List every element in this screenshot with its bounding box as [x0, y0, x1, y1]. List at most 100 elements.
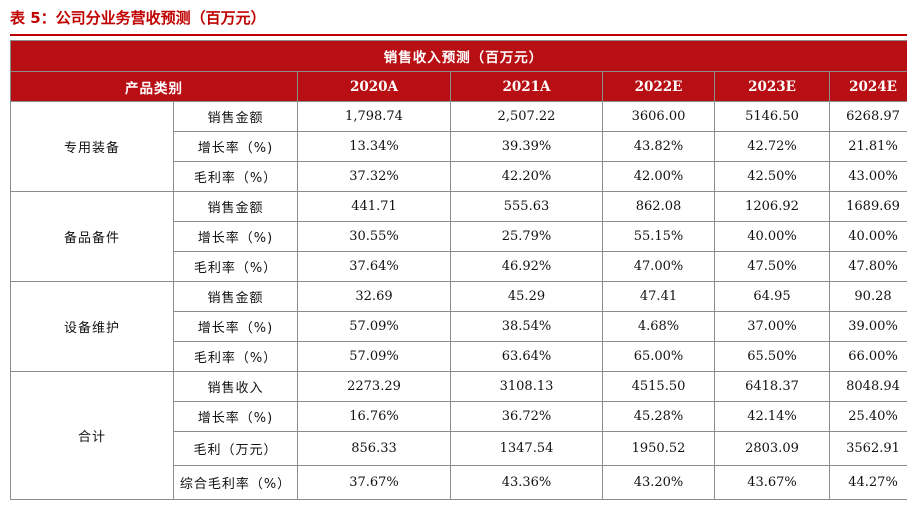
- value-cell: 63.64%: [450, 341, 603, 372]
- value-cell: 43.36%: [450, 465, 603, 500]
- table-row: 专用装备 销售金额 1,798.74 2,507.22 3606.00 5146.50 62…: [10, 101, 907, 192]
- value-cell: 65.00%: [602, 341, 715, 372]
- value-cell: 1950.52: [602, 431, 715, 466]
- value-cell: 43.00%: [828, 161, 907, 192]
- value-cell: 44.27%: [828, 465, 907, 500]
- value-cell: 37.67%: [297, 465, 451, 500]
- segment-name: 备品备件: [10, 191, 174, 282]
- metric-label: 销售金额: [173, 281, 298, 312]
- value-cell: 6418.37: [714, 371, 830, 402]
- value-cell: 43.67%: [714, 465, 830, 500]
- metric-label: 毛利（万元）: [173, 431, 298, 466]
- value-cell: 1206.92: [714, 191, 830, 222]
- value-cell: 57.09%: [297, 311, 451, 342]
- metric-label: 增长率（%): [173, 131, 298, 162]
- value-cell: 45.29: [450, 281, 603, 312]
- value-cell: 65.50%: [714, 341, 830, 372]
- value-cell: 1347.54: [450, 431, 603, 466]
- column-header-row: 产品类别 2020A 2021A 2022E 2023E 2024E: [10, 71, 907, 102]
- category-header: 产品类别: [10, 71, 298, 102]
- value-cell: 39.00%: [828, 311, 907, 342]
- value-cell: 3606.00: [602, 101, 715, 132]
- metric-label: 毛利率（%）: [173, 341, 298, 372]
- table-row: 毛利率（%） 57.09% 63.64% 65.00% 65.50% 66.00%: [11, 341, 907, 372]
- year-header: 2020A: [297, 71, 451, 102]
- year-header: 2021A: [450, 71, 603, 102]
- value-cell: 2,507.22: [450, 101, 603, 132]
- value-cell: 21.81%: [828, 131, 907, 162]
- table-row: 备品备件 销售金额 441.71 555.63 862.08 1206.92 1689.69: [10, 191, 907, 282]
- value-cell: 32.69: [297, 281, 451, 312]
- table-row: 毛利率（%） 37.32% 42.20% 42.00% 42.50% 43.00%: [11, 161, 907, 192]
- value-cell: 38.54%: [450, 311, 603, 342]
- value-cell: 1689.69: [828, 191, 907, 222]
- value-cell: 43.20%: [602, 465, 715, 500]
- value-cell: 25.79%: [450, 221, 603, 252]
- metric-label: 增长率（%): [173, 401, 298, 432]
- value-cell: 4.68%: [602, 311, 715, 342]
- value-cell: 856.33: [297, 431, 451, 466]
- table-caption: 表 5：公司分业务营收预测（百万元）: [10, 9, 266, 27]
- table-row: 增长率（%) 13.34% 39.39% 43.82% 42.72% 21.81%: [11, 131, 907, 162]
- value-cell: 39.39%: [450, 131, 603, 162]
- value-cell: 1,798.74: [297, 101, 451, 132]
- value-cell: 37.64%: [297, 251, 451, 282]
- segment-name: 设备维护: [10, 281, 174, 372]
- metric-label: 毛利率（%）: [173, 251, 298, 282]
- value-cell: 47.00%: [602, 251, 715, 282]
- value-cell: 6268.97: [828, 101, 907, 132]
- value-cell: 37.32%: [297, 161, 451, 192]
- value-cell: 40.00%: [714, 221, 830, 252]
- value-cell: 555.63: [450, 191, 603, 222]
- value-cell: 25.40%: [828, 401, 907, 432]
- metric-label: 综合毛利率（%）: [173, 465, 298, 500]
- value-cell: 3562.91: [828, 431, 907, 466]
- segment-name: 合计: [10, 371, 174, 500]
- value-cell: 46.92%: [450, 251, 603, 282]
- segment-name: 专用装备: [10, 101, 174, 192]
- value-cell: 3108.13: [450, 371, 603, 402]
- forecast-table: 销售收入预测（百万元） 产品类别 2020A 2021A 2022E 2023E 2024E…: [9, 40, 907, 500]
- metric-label: 增长率（%): [173, 221, 298, 252]
- table-row: 设备维护 销售金额 32.69 45.29 47.41 64.95 90.28: [10, 281, 907, 372]
- value-cell: 30.55%: [297, 221, 451, 252]
- value-cell: 42.00%: [602, 161, 715, 192]
- table-row: 毛利（万元） 856.33 1347.54 1950.52 2803.09 3562.91: [11, 431, 907, 466]
- value-cell: 5146.50: [714, 101, 830, 132]
- value-cell: 2273.29: [297, 371, 451, 402]
- metric-label: 毛利率（%）: [173, 161, 298, 192]
- value-cell: 40.00%: [828, 221, 907, 252]
- value-cell: 37.00%: [714, 311, 830, 342]
- year-header: 2024E: [828, 71, 907, 102]
- value-cell: 42.72%: [714, 131, 830, 162]
- value-cell: 45.28%: [602, 401, 715, 432]
- value-cell: 42.50%: [714, 161, 830, 192]
- year-header: 2023E: [714, 71, 830, 102]
- value-cell: 47.41: [602, 281, 715, 312]
- table-title-row: 销售收入预测（百万元）: [9, 40, 907, 72]
- caption-rule: [10, 34, 907, 36]
- value-cell: 47.80%: [828, 251, 907, 282]
- value-cell: 90.28: [828, 281, 907, 312]
- year-header: 2022E: [602, 71, 715, 102]
- value-cell: 43.82%: [602, 131, 715, 162]
- value-cell: 13.34%: [297, 131, 451, 162]
- metric-label: 销售收入: [173, 371, 298, 402]
- value-cell: 57.09%: [297, 341, 451, 372]
- value-cell: 2803.09: [714, 431, 830, 466]
- value-cell: 8048.94: [828, 371, 907, 402]
- table-row: 综合毛利率（%） 37.67% 43.36% 43.20% 43.67% 44.27%: [11, 465, 907, 500]
- metric-label: 销售金额: [173, 191, 298, 222]
- table-title: 销售收入预测（百万元）: [9, 40, 907, 72]
- value-cell: 441.71: [297, 191, 451, 222]
- metric-label: 增长率（%): [173, 311, 298, 342]
- table-row: 合计 销售收入 2273.29 3108.13 4515.50 6418.37 8048.9…: [10, 371, 907, 500]
- value-cell: 16.76%: [297, 401, 451, 432]
- value-cell: 862.08: [602, 191, 715, 222]
- table-row: 毛利率（%） 37.64% 46.92% 47.00% 47.50% 47.80%: [11, 251, 907, 282]
- value-cell: 42.14%: [714, 401, 830, 432]
- value-cell: 55.15%: [602, 221, 715, 252]
- value-cell: 36.72%: [450, 401, 603, 432]
- value-cell: 4515.50: [602, 371, 715, 402]
- value-cell: 47.50%: [714, 251, 830, 282]
